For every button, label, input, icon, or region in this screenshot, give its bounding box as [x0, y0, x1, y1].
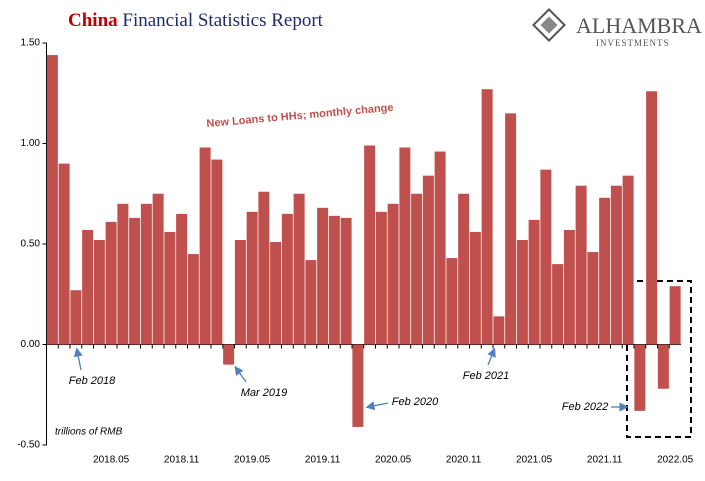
- bar: [540, 169, 552, 345]
- bar: [317, 207, 329, 345]
- bar: [46, 55, 58, 345]
- bar: [657, 344, 669, 389]
- bar: [387, 203, 399, 345]
- annotation-arrows: [73, 347, 629, 412]
- bar: [481, 89, 493, 345]
- bar: [328, 215, 340, 345]
- bar: [152, 193, 164, 345]
- x-tick-label: 2022.05: [657, 455, 694, 466]
- y-tick-label: 0.00: [21, 339, 41, 350]
- annotation: Feb 2020: [392, 396, 439, 408]
- annotation: Feb 2018: [69, 375, 116, 387]
- bar: [587, 252, 599, 345]
- x-tick-label: 2018.11: [164, 455, 200, 466]
- bar: [176, 213, 188, 345]
- bar: [234, 239, 246, 345]
- x-tick-label: 2019.11: [305, 455, 341, 466]
- bar: [458, 193, 470, 345]
- bar: [246, 211, 258, 345]
- x-tick-label: 2019.05: [234, 455, 271, 466]
- bar: [281, 213, 293, 345]
- bar: [364, 145, 376, 345]
- y-tick-label: -0.50: [17, 440, 40, 451]
- bar: [634, 344, 646, 411]
- bar: [528, 219, 540, 345]
- x-tick-label: 2020.05: [375, 455, 412, 466]
- bar: [552, 264, 564, 345]
- bar: [340, 217, 352, 345]
- bar: [563, 229, 575, 345]
- bar: [187, 254, 199, 345]
- bar: [140, 203, 152, 345]
- x-tick-label: 2020.11: [446, 455, 482, 466]
- bar: [82, 229, 94, 345]
- bar: [599, 197, 611, 345]
- annotation: Mar 2019: [241, 387, 287, 399]
- chart-title: China Financial Statistics Report: [68, 10, 324, 31]
- x-tick-label: 2021.11: [587, 455, 623, 466]
- bar: [646, 91, 658, 345]
- bar: [516, 239, 528, 345]
- subtitle: New Loans to HHs; monthly change: [206, 102, 394, 130]
- bar: [258, 191, 270, 345]
- y-tick-label: 1.00: [21, 138, 41, 149]
- bar: [117, 203, 129, 345]
- bar: [70, 290, 82, 345]
- bar: [270, 241, 282, 345]
- x-tick-label: 2021.05: [516, 455, 553, 466]
- logo: ALHAMBRA INVESTMENTS: [532, 8, 702, 48]
- logo-text: ALHAMBRA: [576, 13, 702, 38]
- bar: [211, 159, 223, 345]
- bar: [610, 185, 622, 345]
- bar: [129, 217, 141, 345]
- bar: [575, 185, 587, 345]
- bar: [305, 260, 317, 345]
- highlight-box: [626, 280, 692, 438]
- bar: [352, 344, 364, 427]
- bar: [375, 211, 387, 345]
- bar: [505, 113, 517, 345]
- bar: [411, 193, 423, 345]
- bar: [669, 286, 681, 345]
- bar: [199, 147, 211, 345]
- bar: [399, 147, 411, 345]
- y-tick-label: 1.50: [21, 38, 41, 49]
- bar: [58, 163, 70, 345]
- y-axis-label: trillions of RMB: [55, 427, 123, 438]
- x-tick-label: 2018.05: [93, 455, 130, 466]
- bar: [422, 175, 434, 345]
- bar: [105, 221, 117, 345]
- logo-subtext: INVESTMENTS: [596, 38, 670, 48]
- bar: [223, 344, 235, 365]
- bar: [446, 258, 458, 345]
- y-tick-label: 0.50: [21, 239, 41, 250]
- bar: [434, 151, 446, 345]
- bar: [493, 316, 505, 345]
- bar: [622, 175, 634, 345]
- annotation: Feb 2022: [562, 401, 608, 413]
- bar: [164, 231, 176, 345]
- bar: [469, 231, 481, 345]
- bar: [293, 193, 305, 345]
- bar: [93, 239, 105, 345]
- annotation: Feb 2021: [463, 370, 509, 382]
